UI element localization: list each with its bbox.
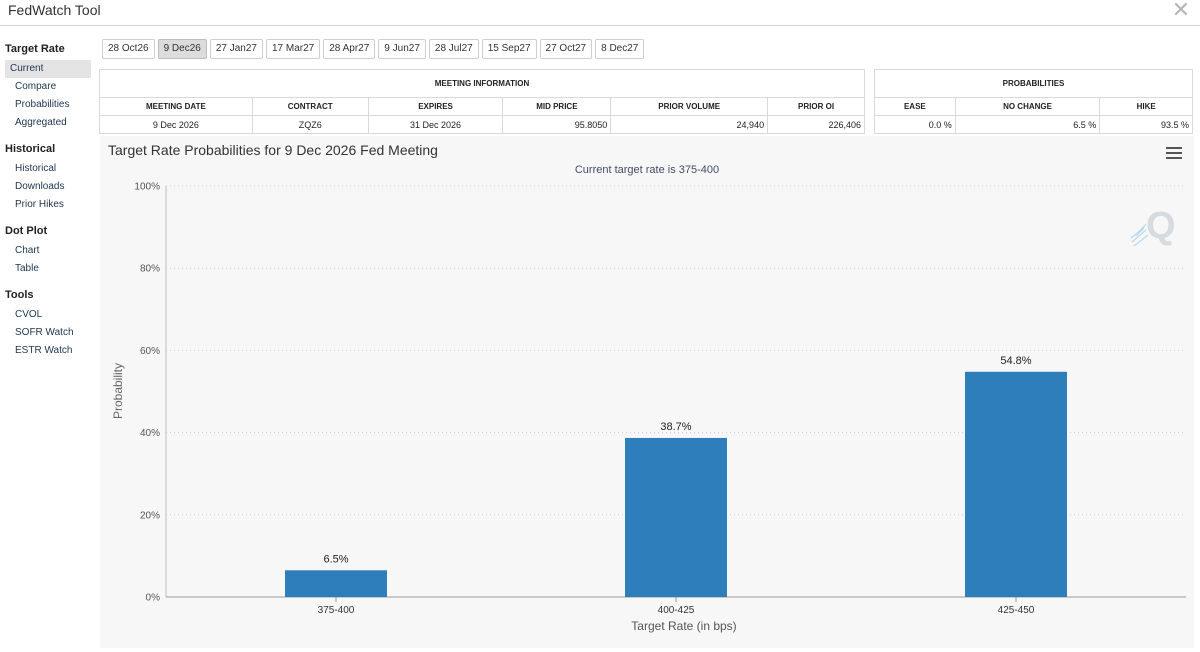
col-ease: EASE [874, 97, 956, 116]
col-expires: EXPIRES [367, 97, 504, 116]
sidebar-section-header: Historical [5, 143, 56, 155]
meeting-tab[interactable]: 9 Dec26 [157, 39, 207, 59]
chart-menu-icon[interactable] [1166, 147, 1182, 161]
meeting-tab[interactable]: 9 Jun27 [378, 39, 426, 59]
probabilities-header: PROBABILITIES [874, 69, 1193, 98]
sidebar-section-header: Dot Plot [5, 225, 48, 237]
meeting-tab[interactable]: 17 Mar27 [266, 39, 321, 59]
bar-375-400[interactable] [285, 570, 387, 597]
y-tick-label: 0% [146, 593, 161, 604]
app-title: FedWatch Tool [8, 2, 101, 18]
meeting-tab[interactable]: 28 Apr27 [323, 39, 376, 59]
y-axis-title: Probability [111, 363, 125, 419]
chart-panel: 0% 20% 40% 60% 80% 100% 6.5% 375-400 38.7% 400-42… [100, 136, 1194, 648]
meeting-tab[interactable]: 28 Jul27 [428, 39, 479, 59]
sidebar-item-aggregated[interactable]: Aggregated [15, 117, 67, 128]
no-change-value: 6.5 % [954, 115, 1101, 134]
mid-price-value: 95.8050 [502, 115, 612, 134]
col-meeting-date: MEETING DATE [99, 97, 253, 116]
bar-400-425[interactable] [625, 437, 727, 597]
col-prior-volume: PRIOR VOLUME [610, 97, 769, 116]
meeting-date-value: 9 Dec 2026 [99, 115, 253, 134]
sidebar-item-probabilities[interactable]: Probabilities [15, 99, 70, 110]
meeting-info-header: MEETING INFORMATION [99, 69, 865, 98]
sidebar-item-chart[interactable]: Chart [15, 245, 40, 256]
col-mid-price: MID PRICE [502, 97, 612, 116]
cme-q-logo-icon: Q [1130, 205, 1176, 247]
sidebar-item-table[interactable]: Table [15, 263, 39, 274]
meeting-tabs: 28 Oct26 9 Dec26 27 Jan27 17 Mar27 28 Apr27 9… [102, 39, 645, 59]
prior-volume-value: 24,940 [610, 115, 769, 134]
close-icon[interactable]: ✕ [1171, 0, 1191, 23]
col-no-change: NO CHANGE [954, 97, 1101, 116]
x-tick-label: 375-400 [318, 605, 355, 616]
top-bar: FedWatch Tool ✕ [0, 0, 1200, 26]
sidebar-section-header: Tools [5, 289, 34, 301]
meeting-tab[interactable]: 8 Dec27 [595, 39, 645, 59]
sidebar-item-sofr-watch[interactable]: SOFR Watch [15, 327, 74, 338]
y-tick-label: 80% [140, 264, 160, 275]
sidebar-item-prior-hikes[interactable]: Prior Hikes [15, 199, 64, 210]
x-tick-label: 425-450 [998, 605, 1035, 616]
meeting-tab[interactable]: 28 Oct26 [102, 39, 155, 59]
meeting-tab[interactable]: 15 Sep27 [481, 39, 537, 59]
meeting-tab[interactable]: 27 Oct27 [539, 39, 593, 59]
col-prior-oi: PRIOR OI [767, 97, 865, 116]
contract-value: ZQZ6 [251, 115, 369, 134]
sidebar-item-historical[interactable]: Historical [15, 163, 57, 174]
sidebar-item-downloads[interactable]: Downloads [15, 181, 65, 192]
svg-text:Q: Q [1146, 205, 1176, 247]
sidebar-item-estr-watch[interactable]: ESTR Watch [15, 345, 73, 356]
sidebar-nav: Target Rate Current Compare Probabilities Ag… [0, 38, 96, 360]
col-contract: CONTRACT [251, 97, 369, 116]
chart-subtitle: Current target rate is 375-400 [574, 164, 720, 176]
y-tick-label: 100% [134, 182, 160, 193]
hike-value: 93.5 % [1099, 115, 1193, 134]
x-tick-label: 400-425 [658, 605, 695, 616]
probabilities-table: PROBABILITIES EASE NO CHANGE HIKE 0.0 % … [874, 69, 1193, 134]
sidebar-item-cvol[interactable]: CVOL [15, 309, 43, 320]
col-hike: HIKE [1099, 97, 1193, 116]
y-tick-label: 60% [140, 346, 160, 357]
ease-value: 0.0 % [874, 115, 956, 134]
bar-value-label: 6.5% [323, 553, 348, 565]
bar-425-450[interactable] [965, 371, 1067, 597]
prior-oi-value: 226,406 [767, 115, 865, 134]
bar-chart: 0% 20% 40% 60% 80% 100% 6.5% 375-400 38.7% 400-42… [111, 182, 1186, 633]
y-tick-label: 20% [140, 510, 160, 521]
expires-value: 31 Dec 2026 [367, 115, 504, 134]
sidebar-item-current[interactable]: Current [5, 60, 91, 78]
x-axis-title: Target Rate (in bps) [631, 619, 736, 633]
sidebar-section-header: Target Rate [5, 43, 65, 55]
y-tick-label: 40% [140, 428, 160, 439]
chart-title: Target Rate Probabilities for 9 Dec 2026… [108, 142, 438, 158]
bar-value-label: 38.7% [660, 421, 691, 433]
bar-value-label: 54.8% [1000, 355, 1031, 367]
sidebar-item-compare[interactable]: Compare [15, 81, 57, 92]
meeting-info-table: MEETING INFORMATION MEETING DATE CONTRAC… [99, 69, 865, 134]
meeting-tab[interactable]: 27 Jan27 [209, 39, 263, 59]
